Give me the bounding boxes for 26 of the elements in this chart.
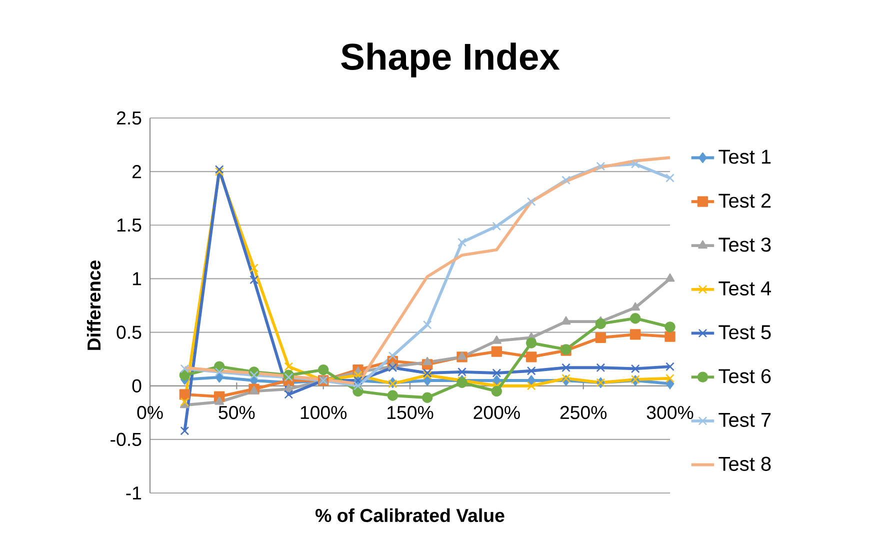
- legend-label: Test 5: [718, 325, 771, 340]
- y-tick-label: 2: [132, 165, 142, 178]
- y-tick-label: -0.5: [110, 432, 142, 446]
- y-tick-label: 1.5: [117, 218, 142, 232]
- y-tick-label: 2.5: [116, 111, 142, 125]
- x-axis-title: % of Calibrated Value: [316, 508, 504, 522]
- x-tick-label: 200%: [474, 406, 520, 420]
- legend-label: Test 6: [718, 369, 771, 384]
- x-tick-label: 150%: [388, 406, 434, 420]
- y-tick-label: 0: [132, 379, 142, 392]
- y-axis-title: Difference: [86, 260, 101, 350]
- x-tick-label: 300%: [646, 406, 694, 420]
- legend-label: Test 1: [718, 150, 771, 164]
- x-tick-label: 250%: [560, 406, 607, 420]
- x-tick-label: 100%: [300, 406, 347, 420]
- legend-label: Test 3: [718, 238, 771, 252]
- legend-label: Test 7: [718, 413, 771, 427]
- x-tick-label: 50%: [218, 406, 255, 420]
- chart-title: Shape Index: [341, 42, 560, 78]
- y-tick-label: 0.5: [116, 326, 142, 339]
- y-tick-label: 1: [133, 272, 142, 286]
- y-tick-label: -1: [126, 486, 142, 500]
- legend-label: Test 4: [718, 282, 771, 296]
- legend-label: Test 2: [718, 194, 771, 208]
- x-tick-label: 0%: [137, 406, 163, 420]
- legend-label: Test 8: [718, 456, 771, 471]
